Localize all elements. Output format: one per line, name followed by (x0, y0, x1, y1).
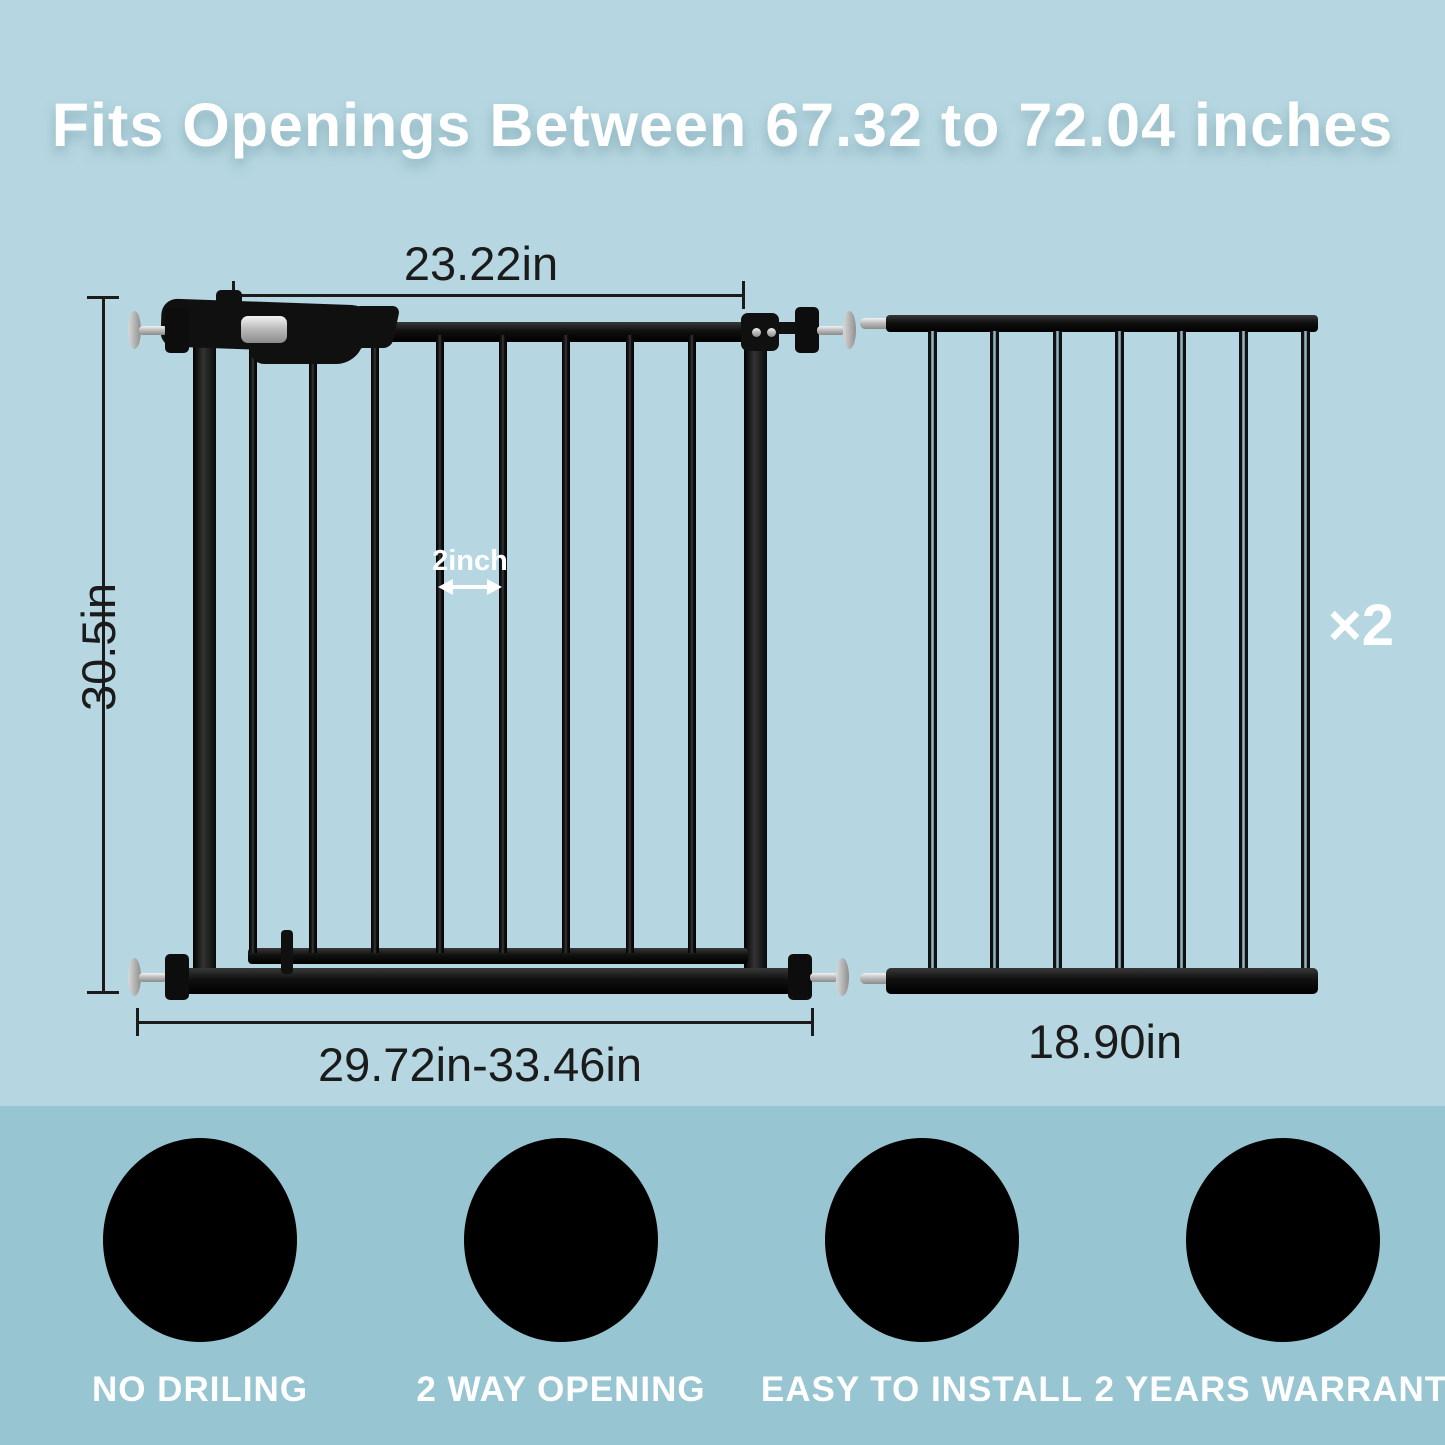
extension-pin (860, 973, 890, 984)
extension-bar (1177, 331, 1186, 968)
latch-release-button (241, 316, 287, 343)
gate-bar (309, 335, 317, 953)
extension-bar (1239, 331, 1248, 968)
tension-knob (788, 954, 812, 1000)
gate-bar (688, 335, 696, 953)
gate-bottom-width-label: 29.72in-33.46in (317, 1038, 643, 1091)
latch-hook (343, 306, 401, 348)
gate-bar (626, 335, 634, 953)
double-arrow-icon (438, 579, 502, 595)
bracket-rivet (752, 328, 761, 337)
spindle (810, 973, 838, 982)
wall-cup-disc (128, 958, 141, 996)
spindle (139, 326, 167, 335)
gate-bar (249, 335, 257, 953)
gate-bar (499, 335, 507, 953)
bracket-rivet (767, 328, 776, 337)
wall-cup-disc (128, 311, 141, 349)
spindle (817, 326, 845, 335)
feature-label: EASY TO INSTALL (760, 1370, 1084, 1409)
extension-bar (990, 331, 999, 968)
gate-bottom-rail (174, 968, 794, 994)
page-title: Fits Openings Between 67.32 to 72.04 inc… (51, 91, 1394, 159)
bottom-dimension-line (137, 1021, 813, 1024)
extension-bar (1115, 331, 1124, 968)
extension-width-label: 18.90in (1027, 1015, 1183, 1068)
wall-cup-disc (836, 958, 849, 996)
height-dimension-cap-bottom (87, 991, 119, 994)
gate-bar (436, 335, 444, 953)
extension-quantity-label: ×2 (1327, 593, 1395, 658)
gate-bar (371, 335, 379, 953)
wall-cup-disc (843, 311, 856, 349)
tension-knob (165, 954, 189, 1000)
bottom-dimension-tick-right (811, 1008, 814, 1036)
bottom-dimension-tick-left (136, 1008, 139, 1036)
spindle (139, 973, 167, 982)
two-way-opening-icon (464, 1138, 658, 1342)
gate-left-post (193, 315, 216, 988)
gate-right-post (744, 315, 767, 988)
feature-label: 2 WAY OPENING (416, 1370, 706, 1409)
bar-gap-label: 2inch (432, 545, 508, 577)
extension-pin (860, 318, 890, 329)
top-dimension-tick-right (742, 281, 745, 309)
extension-bar (928, 331, 937, 968)
warranty-icon (1186, 1138, 1380, 1342)
feature-label: NO DRILING (91, 1370, 309, 1409)
gate-bar (562, 335, 570, 953)
bracket-arm (778, 322, 798, 334)
height-dimension-line (102, 298, 105, 993)
extension-bar (1053, 331, 1062, 968)
extension-bottom-rail (886, 968, 1318, 994)
gate-top-width-label: 23.22in (403, 237, 559, 290)
top-dimension-line (233, 294, 744, 297)
extension-bar (1301, 331, 1310, 968)
no-drilling-icon (103, 1138, 297, 1342)
easy-install-icon (825, 1138, 1019, 1342)
tension-knob (795, 307, 819, 353)
gate-height-label: 30.5in (72, 582, 125, 712)
door-bottom-rail (248, 948, 748, 964)
height-dimension-cap-top (87, 296, 119, 299)
door-foot-pin (281, 930, 293, 974)
extension-top-rail (886, 315, 1318, 332)
tension-knob (165, 307, 189, 353)
feature-label: 2 YEARS WARRANTY (1094, 1370, 1445, 1409)
